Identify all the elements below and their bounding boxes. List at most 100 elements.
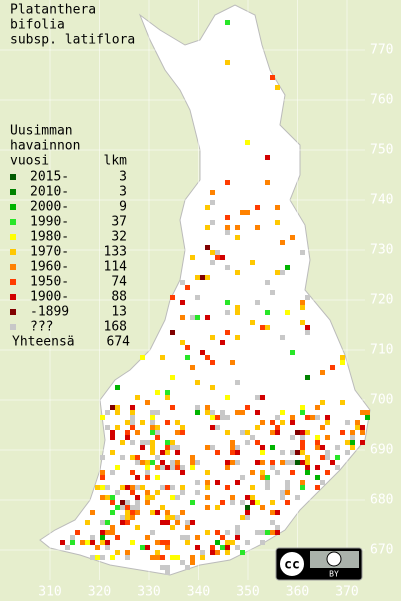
legend-label: 1900- — [30, 290, 69, 305]
record-square — [355, 425, 360, 430]
record-square — [330, 460, 335, 465]
record-square — [290, 460, 295, 465]
record-square — [145, 490, 150, 495]
cc-text: cc — [284, 558, 300, 573]
record-square — [130, 470, 135, 475]
legend-swatch — [10, 234, 16, 240]
record-square — [110, 495, 115, 500]
record-square — [90, 535, 95, 540]
record-square — [210, 550, 215, 555]
record-square — [250, 485, 255, 490]
record-square — [150, 460, 155, 465]
record-square — [325, 450, 330, 455]
record-square — [300, 430, 305, 435]
record-square — [205, 470, 210, 475]
legend-title: havainnon — [10, 139, 80, 154]
record-square — [255, 460, 260, 465]
record-square — [305, 470, 310, 475]
record-square — [260, 470, 265, 475]
record-square — [185, 565, 190, 570]
record-square — [210, 250, 215, 255]
record-square — [325, 455, 330, 460]
record-square — [120, 485, 125, 490]
record-square — [260, 445, 265, 450]
record-square — [180, 465, 185, 470]
record-square — [205, 495, 210, 500]
record-square — [220, 255, 225, 260]
record-square — [225, 60, 230, 65]
legend-swatch — [10, 264, 16, 270]
x-label: 320 — [88, 585, 111, 600]
legend-count: 3 — [119, 170, 127, 185]
record-square — [135, 525, 140, 530]
record-square — [100, 540, 105, 545]
record-square — [235, 270, 240, 275]
record-square — [210, 360, 215, 365]
record-square — [115, 535, 120, 540]
record-square — [225, 330, 230, 335]
record-square — [210, 260, 215, 265]
record-square — [360, 440, 365, 445]
legend-label: 1970- — [30, 245, 69, 260]
record-square — [170, 295, 175, 300]
record-square — [115, 505, 120, 510]
record-square — [70, 535, 75, 540]
record-square — [160, 540, 165, 545]
record-square — [315, 440, 320, 445]
record-square — [130, 455, 135, 460]
record-square — [220, 340, 225, 345]
record-square — [170, 465, 175, 470]
record-square — [250, 260, 255, 265]
record-square — [230, 500, 235, 505]
record-square — [125, 550, 130, 555]
record-square — [235, 225, 240, 230]
legend-label: 1990- — [30, 215, 69, 230]
record-square — [315, 435, 320, 440]
record-square — [170, 405, 175, 410]
record-square — [200, 350, 205, 355]
record-square — [130, 515, 135, 520]
record-square — [205, 355, 210, 360]
record-square — [220, 410, 225, 415]
record-square — [175, 460, 180, 465]
legend-count: 133 — [104, 245, 127, 260]
record-square — [175, 465, 180, 470]
record-square — [165, 515, 170, 520]
record-square — [185, 535, 190, 540]
legend-swatch — [10, 279, 16, 285]
record-square — [180, 470, 185, 475]
record-square — [115, 385, 120, 390]
record-square — [270, 445, 275, 450]
record-square — [325, 420, 330, 425]
record-square — [215, 425, 220, 430]
record-square — [170, 495, 175, 500]
record-square — [235, 545, 240, 550]
record-square — [155, 510, 160, 515]
record-square — [305, 430, 310, 435]
x-label: 360 — [286, 585, 309, 600]
record-square — [125, 520, 130, 525]
record-square — [225, 20, 230, 25]
record-square — [160, 450, 165, 455]
legend-count: 114 — [104, 260, 128, 275]
record-square — [125, 485, 130, 490]
record-square — [365, 415, 370, 420]
record-square — [165, 540, 170, 545]
record-square — [155, 435, 160, 440]
record-square — [100, 455, 105, 460]
record-square — [235, 410, 240, 415]
record-square — [125, 420, 130, 425]
record-square — [350, 445, 355, 450]
record-square — [280, 460, 285, 465]
record-square — [255, 440, 260, 445]
record-square — [295, 430, 300, 435]
record-square — [130, 490, 135, 495]
record-square — [120, 455, 125, 460]
record-square — [320, 370, 325, 375]
record-square — [275, 205, 280, 210]
record-square — [290, 420, 295, 425]
record-square — [180, 425, 185, 430]
record-square — [215, 415, 220, 420]
record-square — [110, 430, 115, 435]
record-square — [115, 405, 120, 410]
